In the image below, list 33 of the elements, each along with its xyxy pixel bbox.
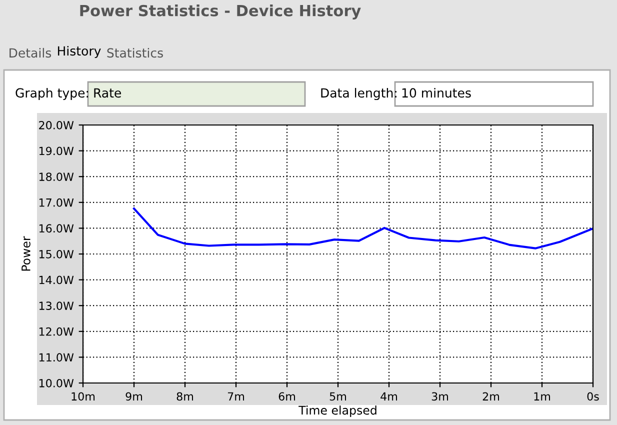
x-axis-title: Time elapsed xyxy=(298,406,376,417)
x-tick-label: 1m xyxy=(534,392,550,400)
x-tick-label: 5m xyxy=(330,392,346,401)
y-tick-label: 11.0W xyxy=(39,353,74,362)
y-axis-title: Power xyxy=(22,236,30,271)
y-tick-label: 14.0W xyxy=(39,276,74,284)
text: Statistics xyxy=(107,48,163,58)
text: Graph type: xyxy=(16,88,88,100)
text: Data length: xyxy=(321,88,396,100)
text: 10 minutes xyxy=(402,88,471,98)
y-tick-label: 20.0W xyxy=(39,120,74,130)
x-tick-label: 7m xyxy=(228,392,244,400)
y-tick-label: 17.0W xyxy=(39,198,74,207)
x-tick-label: 10m xyxy=(72,392,95,401)
y-tick-label: 12.0W xyxy=(39,327,74,336)
y-tick-label: 18.0W xyxy=(39,172,74,181)
y-tick-label: 19.0W xyxy=(39,146,74,156)
x-tick-label: 9m xyxy=(126,392,142,401)
text: Details xyxy=(10,48,52,58)
x-tick-label: 4m xyxy=(380,392,398,400)
x-tick-label: 8m xyxy=(176,392,194,401)
y-tick-label: 13.0W xyxy=(39,302,74,310)
line-series xyxy=(132,208,593,250)
y-tick-label: 15.0W xyxy=(39,250,74,258)
text: Rate xyxy=(94,88,121,98)
x-tick-label: 0s xyxy=(587,392,599,401)
text: History xyxy=(58,46,101,58)
chart-title: Power Statistics - Device History xyxy=(80,4,361,20)
y-tick-label: 10.0W xyxy=(39,378,74,388)
x-tick-label: 2m xyxy=(482,392,500,400)
x-tick-label: 6m xyxy=(278,392,296,401)
x-tick-label: 3m xyxy=(432,392,448,401)
y-tick-label: 16.0W xyxy=(39,224,74,233)
